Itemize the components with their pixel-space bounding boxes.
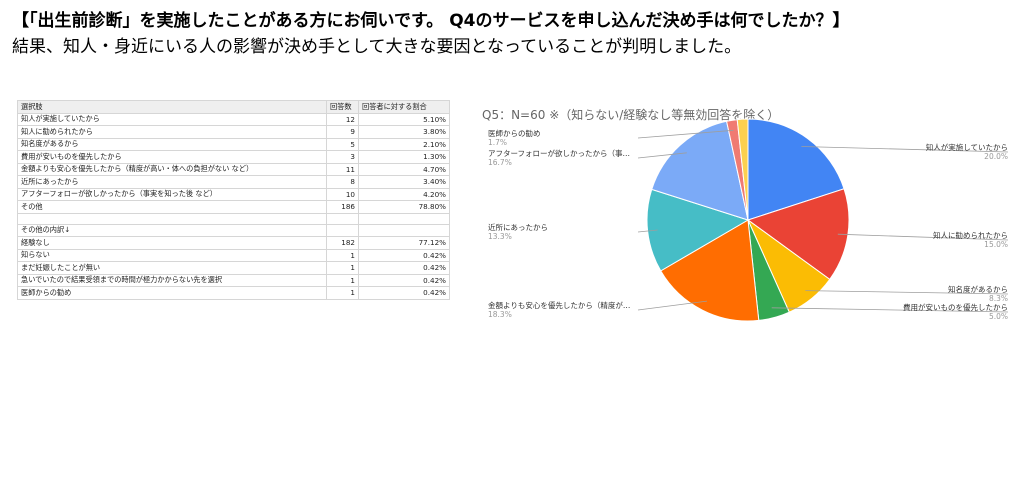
table-cell-ratio: 3.40%	[358, 175, 450, 189]
pie-slice-4	[660, 219, 760, 322]
pie-slices	[646, 118, 850, 322]
table-cell-count: 1	[326, 273, 359, 287]
table-header-option: 選択肢	[17, 100, 327, 114]
table-cell-count: 3	[326, 150, 359, 164]
table-cell-ratio: 4.20%	[358, 187, 450, 201]
pie-slice-8	[736, 118, 749, 221]
table-row: 近所にあったから 8 3.40%	[17, 175, 450, 189]
table-cell-option: 急いでいたので結果受領までの時間が極力かからない先を選択	[17, 273, 327, 287]
callout-label-0: 知人が実施していたから	[926, 142, 1008, 152]
table-header-count: 回答数	[326, 100, 359, 114]
table-cell-ratio: 5.10%	[358, 112, 450, 126]
table-cell-ratio: 0.42%	[358, 273, 450, 287]
table-row: 費用が安いものを優先したから 3 1.30%	[17, 150, 450, 164]
table-row: アフターフォローが欲しかったから（事実を知った後 など） 10 4.20%	[17, 187, 450, 201]
table-cell-ratio: 4.70%	[358, 162, 450, 176]
callout-label-3: 費用が安いものを優先したから	[903, 302, 1008, 312]
table-row: 知名度があるから 5 2.10%	[17, 137, 450, 151]
table-cell-ratio: 0.42%	[358, 248, 450, 262]
callout-label-4: 金額よりも安心を優先したから（精度が…	[488, 300, 630, 310]
table-row: 医師からの勧め 1 0.42%	[17, 286, 450, 300]
table-header-ratio: 回答者に対する割合	[358, 100, 450, 114]
table-row: まだ妊娠したことが無い 1 0.42%	[17, 261, 450, 275]
table-blank-row	[17, 212, 450, 225]
table-row: 知人に勧められたから 9 3.80%	[17, 125, 450, 139]
callout-label-5: 近所にあったから	[488, 222, 548, 232]
callout-label-6: アフターフォローが欲しかったから（事…	[488, 148, 630, 158]
callout-line-7	[637, 129, 734, 139]
table-cell-count: 186	[326, 200, 359, 214]
callout-line-6	[637, 152, 687, 159]
table-cell-count: 9	[326, 125, 359, 139]
callout-label-1: 知人に勧められたから	[933, 230, 1008, 240]
callout-line-1	[837, 233, 1009, 241]
pie-slice-0	[747, 118, 845, 221]
table-cell-count: 10	[326, 187, 359, 201]
callout-line-0	[801, 146, 1009, 153]
pie-slice-6	[651, 120, 749, 221]
table-header-row: 選択肢 回答数 回答者に対する割合	[17, 100, 450, 114]
table-cell-count: 11	[326, 162, 359, 176]
table-cell-count: 8	[326, 175, 359, 189]
table-cell-count: 1	[326, 261, 359, 275]
table-cell-ratio: 3.80%	[358, 125, 450, 139]
table-cell-ratio: 78.80%	[358, 200, 450, 214]
headline: 【「出生前診断」を実施したことがある方にお伺いです。 Q4のサービスを申し込んだ…	[12, 11, 850, 31]
table-cell-count: 1	[326, 248, 359, 262]
callout-pct-5: 13.3%	[488, 232, 512, 241]
table-row: 知人が実施していたから 12 5.10%	[17, 112, 450, 126]
table-cell-ratio: 0.42%	[358, 261, 450, 275]
table-cell-option: まだ妊娠したことが無い	[17, 261, 327, 275]
table-cell-ratio: 2.10%	[358, 137, 450, 151]
callout-label-7: 医師からの勧め	[488, 128, 541, 138]
table-cell-option: 知らない	[17, 248, 327, 262]
callout-pct-4: 18.3%	[488, 310, 512, 319]
table-cell-option: 医師からの勧め	[17, 286, 327, 300]
callout-pct-2: 8.3%	[989, 294, 1008, 303]
results-table: 選択肢 回答数 回答者に対する割合 知人が実施していたから 12 5.10% 知人に…	[17, 100, 450, 300]
table-cell-ratio	[358, 223, 450, 237]
callout-line-4	[637, 300, 708, 311]
table-cell-option: その他の内訳↓	[17, 223, 327, 237]
table-cell-option: その他	[17, 200, 327, 214]
table-cell-count: 1	[326, 286, 359, 300]
table-row: 金額よりも安心を優先したから（精度が高い・体への負担がない など） 11 4.70%	[17, 162, 450, 176]
callout-pct-7: 1.7%	[488, 138, 507, 147]
callout-pct-0: 20.0%	[984, 152, 1008, 161]
chart-title: Q5：N=60 ※（知らない/経験なし等無効回答を除く）	[482, 107, 779, 122]
pie-chart: Q5：N=60 ※（知らない/経験なし等無効回答を除く） 知人が実施していたから…	[482, 107, 1009, 322]
table-row: その他の内訳↓	[17, 223, 450, 237]
callout-pct-1: 15.0%	[984, 240, 1008, 249]
table-row: 経験なし 182 77.12%	[17, 236, 450, 250]
table-cell-option: 金額よりも安心を優先したから（精度が高い・体への負担がない など）	[17, 162, 327, 176]
table-cell-count	[326, 223, 359, 237]
table-cell-ratio: 1.30%	[358, 150, 450, 164]
table-cell-option: 知人に勧められたから	[17, 125, 327, 139]
table-cell-option: 知名度があるから	[17, 137, 327, 151]
table-row: 知らない 1 0.42%	[17, 248, 450, 262]
table-cell-option: 知人が実施していたから	[17, 112, 327, 126]
table-row: 急いでいたので結果受領までの時間が極力かからない先を選択 1 0.42%	[17, 273, 450, 287]
callout-pct-3: 5.0%	[989, 312, 1008, 321]
table-cell-option: 近所にあったから	[17, 175, 327, 189]
table-cell-option: アフターフォローが欲しかったから（事実を知った後 など）	[17, 187, 327, 201]
table-cell-count: 12	[326, 112, 359, 126]
table-cell-option: 費用が安いものを優先したから	[17, 150, 327, 164]
callout-pct-6: 16.7%	[488, 158, 512, 167]
table-cell-ratio: 0.42%	[358, 286, 450, 300]
subline: 結果、知人・身近にいる人の影響が決め手として大きな要因となっていることが判明しま…	[12, 37, 742, 57]
callout-label-2: 知名度があるから	[948, 284, 1008, 294]
pie-slice-1	[746, 188, 850, 281]
table-cell-count: 5	[326, 137, 359, 151]
callout-line-2	[805, 290, 1009, 295]
table-cell-option: 経験なし	[17, 236, 327, 250]
table-row: その他 186 78.80%	[17, 200, 450, 214]
table-cell-ratio: 77.12%	[358, 236, 450, 250]
table-cell-count: 182	[326, 236, 359, 250]
callout-line-3	[771, 307, 1009, 313]
callout-line-5	[637, 229, 658, 233]
